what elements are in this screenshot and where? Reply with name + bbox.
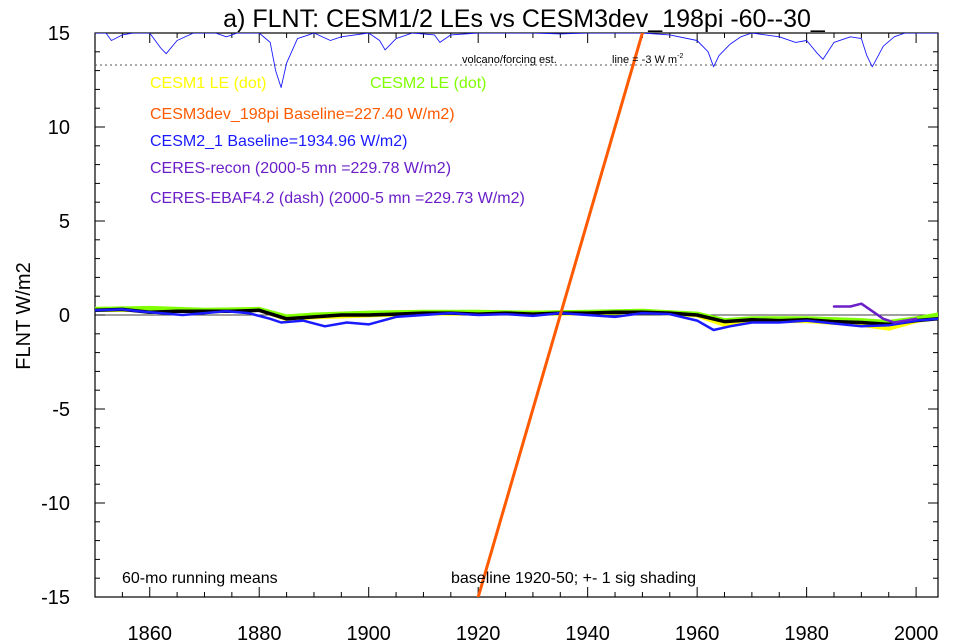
y-tick-label: 5 [59,211,70,233]
baseline-note: baseline 1920-50; +- 1 sig shading [451,570,696,587]
x-tick-label: 1900 [346,623,391,641]
x-tick-label: 1980 [784,623,829,641]
x-tick-label: 1920 [456,623,501,641]
x-tick-label: 2000 [894,623,939,641]
line-annotation: line = -3 W m-2 [612,53,683,66]
y-tick-label: -10 [41,493,70,515]
chart-title: a) FLNT: CESM1/2 LEs vs CESM3dev_198pi -… [223,5,826,33]
y-tick-label: -5 [52,399,70,421]
x-tick-label: 1960 [675,623,720,641]
legend-entry: CESM3dev_198pi Baseline=227.40 W/m2) [150,106,455,123]
running-means-note: 60-mo running means [122,570,278,587]
legend: CESM1 LE (dot) CESM2 LE (dot) CESM3dev_198… [150,75,525,207]
legend-entry: CESM2_1 Baseline=1934.96 W/m2) [150,133,407,150]
series-ceres-recon [832,302,918,324]
series-volcano-forcing [95,33,938,88]
y-tick-label: 0 [59,305,70,327]
y-tick-label: 15 [48,23,70,45]
line-annotation-sup: -2 [677,53,683,60]
x-tick-label: 1940 [565,623,610,641]
series-group [95,33,938,597]
series-cesm3dev-198pi [476,33,644,597]
y-tick-label: 10 [48,117,70,139]
volcano-annotation: volcano/forcing est. [462,54,557,66]
series-cesm2-1 [95,308,938,332]
legend-entry: CESM1 LE (dot) [150,75,266,92]
x-tick-label: 1880 [237,623,282,641]
legend-entry: CERES-recon (2000-5 mn =229.78 W/m2) [150,160,451,177]
legend-entry: CESM2 LE (dot) [370,75,486,92]
axes: 1860 1880 1900 1920 1940 1960 1980 2000 15 10 5 0 -5… [41,23,938,641]
x-tick-label: 1860 [127,623,172,641]
y-tick-label: -15 [41,587,70,609]
line-annotation-text: line = -3 W m [612,54,677,66]
legend-entry: CERES-EBAF4.2 (dash) (2000-5 mn =229.73 … [150,190,525,207]
y-axis-label: FLNT W/m2 [13,262,35,369]
